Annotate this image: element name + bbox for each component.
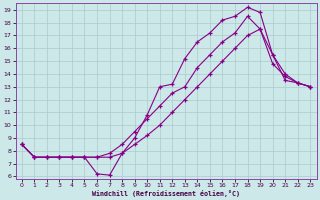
- X-axis label: Windchill (Refroidissement éolien,°C): Windchill (Refroidissement éolien,°C): [92, 190, 240, 197]
